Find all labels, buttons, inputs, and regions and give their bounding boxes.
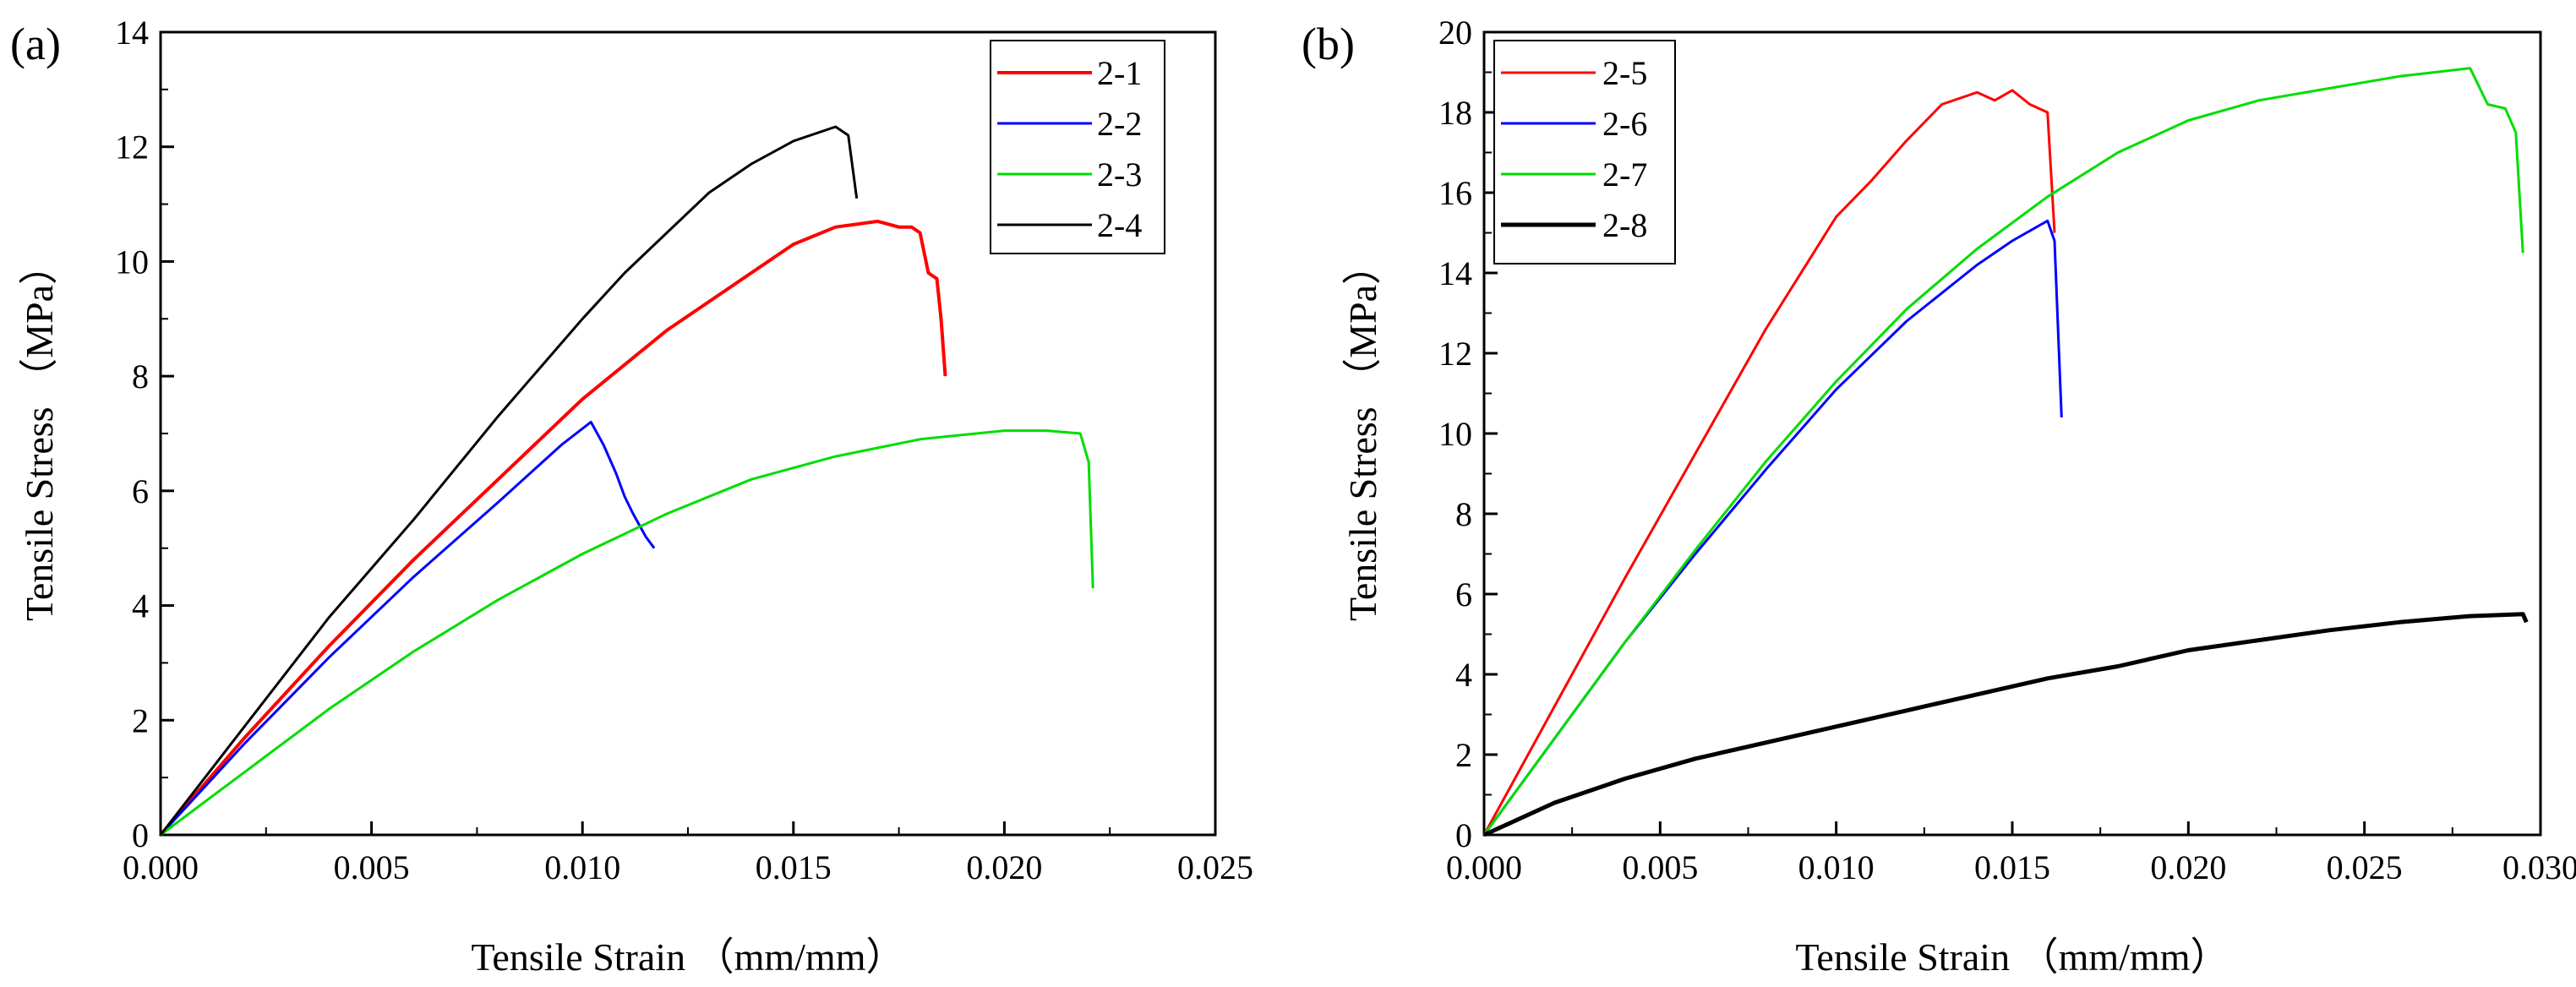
y-tick-label: 16	[1438, 174, 1472, 212]
x-tick-label: 0.000	[123, 848, 199, 886]
chart-panel-a: 0.000 0.005 0.010 0.015 0.020 0.025 0 2 4 6 8 10 12 1…	[10, 14, 1253, 979]
series-line-2-3	[160, 429, 1094, 837]
y-axis-title: Tensile Stress （MPa）	[1341, 246, 1384, 621]
x-axis-title: Tensile Strain （mm/mm）	[472, 935, 905, 979]
x-tick-label: 0.010	[1798, 848, 1875, 886]
y-tick-label: 6	[132, 472, 149, 510]
y-tick-label: 8	[132, 357, 149, 395]
y-tick-label: 4	[1455, 656, 1472, 694]
x-tick-label: 0.005	[334, 848, 410, 886]
y-tick-label: 14	[1438, 254, 1472, 292]
legend-label-2-8: 2-8	[1602, 206, 1647, 244]
y-tick-label: 14	[115, 14, 149, 52]
legend-label-2-3: 2-3	[1097, 155, 1142, 194]
x-axis-title: Tensile Strain （mm/mm）	[1796, 935, 2229, 979]
legend-label-2-2: 2-2	[1097, 105, 1142, 143]
legend-box	[1493, 40, 1676, 264]
legend-label-2-7: 2-7	[1602, 155, 1647, 194]
panel-label: (a)	[10, 19, 61, 69]
y-tick-label: 0	[1455, 816, 1472, 854]
y-tick-label: 6	[1455, 575, 1472, 613]
legend: 2-5 2-6 2-7 2-8	[1493, 40, 1676, 264]
y-tick-label: 10	[1438, 415, 1472, 453]
x-tick-label: 0.030	[2502, 848, 2576, 886]
series-line-2-2	[159, 420, 656, 837]
x-tick-label: 0.005	[1622, 848, 1698, 886]
y-tick-label: 0	[132, 816, 149, 854]
y-tick-label: 20	[1438, 14, 1472, 52]
series-line-2-8	[1482, 612, 2529, 837]
y-tick-label: 12	[1438, 335, 1472, 373]
legend-label-2-6: 2-6	[1602, 105, 1647, 143]
x-tick-label: 0.025	[2327, 848, 2403, 886]
x-tick-label: 0.025	[1177, 848, 1253, 886]
series-line-2-5	[1482, 89, 2056, 836]
legend-box	[990, 40, 1165, 254]
y-tick-label: 8	[1455, 495, 1472, 533]
y-tick-label: 4	[132, 587, 149, 625]
y-tick-label: 18	[1438, 94, 1472, 132]
x-tick-label: 0.020	[966, 848, 1042, 886]
panel-label: (b)	[1302, 19, 1355, 69]
y-axis-title: Tensile Stress （MPa）	[18, 246, 61, 621]
x-tick-label: 0.020	[2150, 848, 2226, 886]
legend-label-2-1: 2-1	[1097, 54, 1142, 92]
x-tick-label: 0.010	[544, 848, 620, 886]
y-tick-label: 10	[115, 243, 149, 281]
series-line-2-7	[1482, 67, 2524, 836]
x-tick-label: 0.000	[1446, 848, 1522, 886]
x-tick-label: 0.015	[756, 848, 832, 886]
y-tick-label: 2	[1455, 736, 1472, 774]
series-line-2-1	[159, 219, 947, 837]
legend-label-2-4: 2-4	[1097, 206, 1142, 244]
y-tick-label: 12	[115, 128, 149, 166]
x-tick-label: 0.015	[1974, 848, 2050, 886]
chart-panel-b: 0.000 0.005 0.010 0.015 0.020 0.025 0.030 0 2 4 6 8…	[1302, 14, 2576, 979]
series-line-2-4	[159, 125, 859, 836]
legend: 2-1 2-2 2-3 2-4	[990, 40, 1165, 254]
y-tick-label: 2	[132, 701, 149, 739]
legend-label-2-5: 2-5	[1602, 54, 1647, 92]
